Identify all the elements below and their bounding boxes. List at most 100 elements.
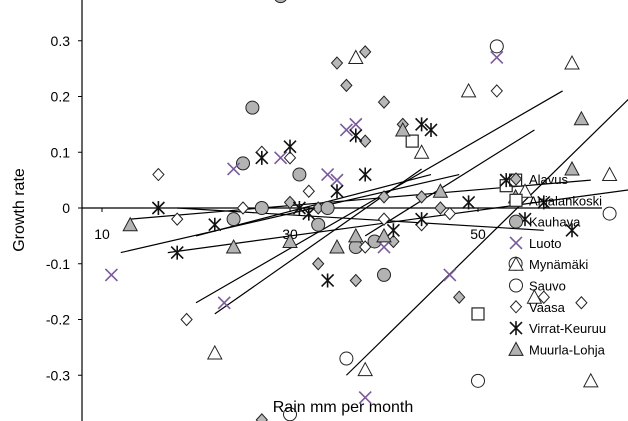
data-point <box>283 195 297 210</box>
data-point <box>151 201 165 215</box>
data-point <box>582 372 599 388</box>
legend-item-muurla-lohja: Muurla-Lohja <box>508 341 606 357</box>
data-point <box>443 268 457 282</box>
data-point <box>217 296 231 310</box>
data-point <box>349 273 362 288</box>
y-ticks: -0.4-0.3-0.2-0.100.10.20.30.4 <box>46 33 82 383</box>
data-point <box>453 290 466 304</box>
legend-item-alavus: Alavus <box>509 172 569 187</box>
data-point <box>302 206 316 221</box>
data-point <box>394 121 411 137</box>
data-point <box>471 373 485 388</box>
trendline-myn-m-ki <box>345 98 628 376</box>
x-tick-label: 50 <box>470 226 486 242</box>
data-point <box>359 45 372 59</box>
data-point <box>357 361 374 377</box>
data-point <box>443 206 456 221</box>
data-point <box>564 160 580 176</box>
legend-label: Anjalankoski <box>529 193 602 208</box>
data-point <box>358 390 372 405</box>
trendline-luoto <box>214 168 422 315</box>
data-point <box>386 223 400 238</box>
data-point <box>602 206 617 221</box>
data-point <box>565 223 579 238</box>
data-point <box>575 296 588 310</box>
trendlines <box>120 90 628 376</box>
data-point <box>405 134 419 148</box>
legend-marker <box>509 172 523 186</box>
legend-marker <box>509 236 523 250</box>
data-point <box>180 312 193 327</box>
data-point <box>226 212 241 227</box>
data-point <box>292 167 307 182</box>
data-point <box>302 184 315 199</box>
legend-marker <box>509 278 523 293</box>
data-point <box>359 240 372 254</box>
y-tick-label: -0.3 <box>46 367 70 383</box>
data-point <box>255 150 269 165</box>
data-point <box>330 173 344 187</box>
data-point <box>312 257 325 271</box>
data-point <box>321 167 335 182</box>
series-myn-m-ki <box>206 49 618 388</box>
data-point <box>415 212 429 227</box>
data-point <box>347 227 364 243</box>
data-point <box>236 156 250 171</box>
legend-item-luoto: Luoto <box>509 236 562 251</box>
data-point <box>413 144 430 159</box>
legend-label: Virrat-Keuruu <box>529 321 606 336</box>
markers <box>104 0 618 421</box>
legend-label: Vaasa <box>529 300 566 315</box>
data-point <box>471 307 485 321</box>
y-tick-label: -0.2 <box>46 312 70 328</box>
data-point <box>377 190 391 204</box>
legend-label: Mynämäki <box>529 257 588 272</box>
data-point <box>330 184 344 199</box>
legend-marker <box>509 193 523 207</box>
data-point <box>424 122 438 137</box>
y-tick-label: -0.1 <box>46 256 70 272</box>
data-point <box>104 268 118 282</box>
legend-item-anjalankoski: Anjalankoski <box>509 193 602 208</box>
legend-label: Muurla-Lohja <box>529 342 606 357</box>
y-tick-label: 0.3 <box>51 33 71 49</box>
series-muurla-lohja <box>122 110 590 254</box>
data-point <box>358 167 372 182</box>
data-point <box>462 195 476 210</box>
y-tick-label: 0.1 <box>51 144 71 160</box>
data-point <box>377 240 391 254</box>
data-point <box>573 110 590 126</box>
data-point <box>225 238 242 254</box>
data-point <box>340 78 353 93</box>
data-point <box>377 95 391 109</box>
data-point <box>460 82 477 98</box>
series-virrat-keuruu <box>151 117 579 288</box>
data-point <box>339 351 354 366</box>
legend-item-kauhava: Kauhava <box>509 214 581 230</box>
legend-marker <box>509 321 523 336</box>
data-point <box>537 195 551 210</box>
data-point <box>349 117 363 131</box>
data-point <box>489 39 504 54</box>
data-point <box>347 49 364 64</box>
legend-marker <box>508 256 524 271</box>
data-point <box>283 151 297 165</box>
legend-marker <box>509 214 523 229</box>
data-point <box>377 212 391 226</box>
data-point <box>490 50 504 65</box>
trendline-vaasa <box>177 207 544 231</box>
legend-label: Sauvo <box>529 279 566 294</box>
data-point <box>283 139 297 154</box>
data-point <box>227 162 241 176</box>
data-point <box>330 56 344 70</box>
trendline-anjalankoski <box>364 129 535 237</box>
legend-item-virrat-keuruu: Virrat-Keuruu <box>509 321 606 336</box>
series-kauhava <box>226 0 391 282</box>
data-point <box>601 166 618 182</box>
series-luoto <box>104 50 504 405</box>
series-vaasa <box>152 84 588 327</box>
x-axis-label: Rain mm per month <box>273 399 414 416</box>
data-point <box>434 201 447 215</box>
legend-item-sauvo: Sauvo <box>509 278 566 294</box>
